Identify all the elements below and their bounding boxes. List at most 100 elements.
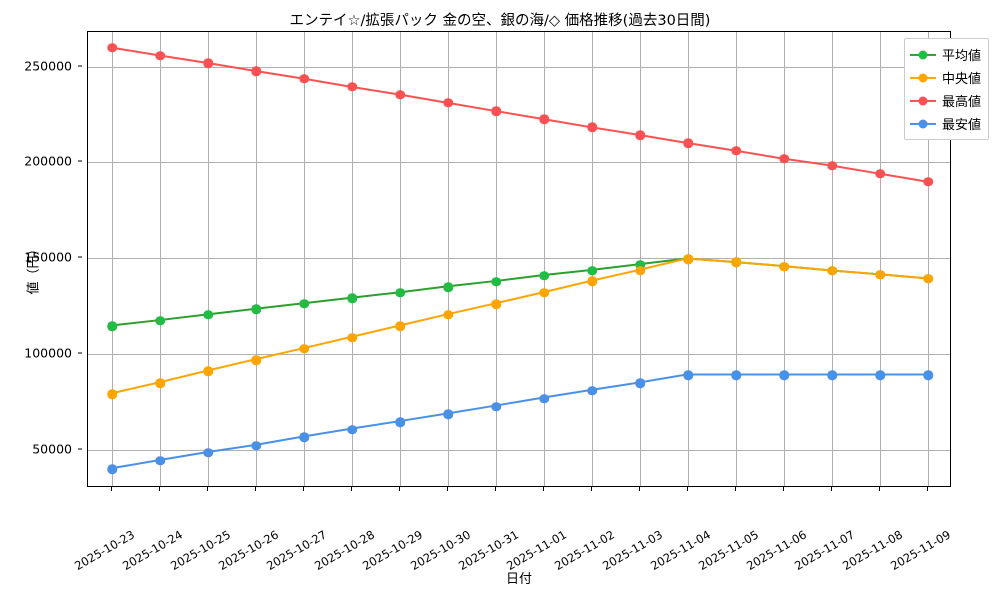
data-point-marker bbox=[635, 260, 645, 270]
data-point-marker bbox=[203, 310, 213, 320]
x-axis-tick-mark bbox=[639, 487, 640, 491]
series-line bbox=[110, 257, 928, 395]
data-point-marker bbox=[299, 299, 309, 309]
data-point-marker bbox=[731, 257, 741, 268]
data-point-marker bbox=[395, 89, 405, 100]
data-point-marker bbox=[443, 409, 453, 420]
series-line bbox=[110, 46, 928, 183]
y-axis-title: 値（円） bbox=[26, 242, 42, 295]
gridline-vertical bbox=[496, 32, 497, 486]
x-axis-tick-mark bbox=[255, 487, 256, 491]
data-point-marker bbox=[875, 169, 885, 179]
data-point-marker bbox=[203, 366, 213, 377]
data-point-marker bbox=[827, 160, 837, 171]
y-axis-tick-labels: 50000 100000 150000 200000 250000 bbox=[0, 31, 82, 487]
data-point-marker bbox=[107, 464, 117, 474]
data-point-marker bbox=[155, 456, 165, 466]
chart-title: エンテイ☆/拡張パック 金の空、銀の海/◇ 価格推移(過去30日間) bbox=[289, 13, 711, 29]
legend-label: 中央値 bbox=[941, 72, 981, 87]
legend-item[interactable]: 中央値 bbox=[909, 66, 981, 89]
y-axis-tick-mark bbox=[78, 352, 82, 354]
gridline-horizontal bbox=[88, 162, 950, 164]
legend-label: 最高値 bbox=[941, 95, 981, 110]
gridline-vertical bbox=[832, 32, 833, 486]
data-point-marker bbox=[443, 282, 453, 292]
y-axis-tick-label: 200000 bbox=[24, 153, 72, 169]
y-axis-tick-mark bbox=[78, 448, 82, 450]
legend-marker-dot bbox=[918, 96, 928, 105]
data-point-marker bbox=[635, 265, 645, 276]
legend-label: 平均値 bbox=[941, 49, 981, 64]
data-point-marker bbox=[587, 122, 597, 133]
chart-legend: 平均値中央値最高値最安値 bbox=[903, 38, 989, 140]
gridline-vertical bbox=[928, 32, 929, 486]
data-point-marker bbox=[107, 321, 117, 331]
legend-item[interactable]: 最安値 bbox=[909, 112, 981, 135]
data-point-marker bbox=[539, 114, 549, 124]
gridline-vertical bbox=[304, 32, 305, 486]
y-axis-tick-label: 150000 bbox=[24, 249, 72, 265]
x-axis-tick-mark bbox=[447, 487, 448, 491]
x-axis-tick-mark bbox=[543, 487, 544, 491]
gridline-vertical bbox=[880, 32, 881, 486]
series-line bbox=[110, 373, 928, 470]
data-point-marker bbox=[587, 265, 597, 276]
y-axis-tick-label: 250000 bbox=[24, 58, 72, 73]
x-axis-tick-mark bbox=[687, 487, 688, 491]
x-axis-tick-mark bbox=[351, 487, 352, 491]
data-point-marker bbox=[683, 370, 693, 381]
data-point-marker bbox=[251, 66, 261, 76]
gridline-vertical bbox=[640, 32, 641, 486]
data-point-marker bbox=[539, 393, 549, 404]
legend-item[interactable]: 平均値 bbox=[909, 43, 981, 66]
data-point-marker bbox=[827, 370, 837, 381]
x-axis-tick-mark bbox=[207, 487, 208, 491]
grid-lines bbox=[88, 32, 950, 486]
data-point-marker bbox=[443, 98, 453, 108]
x-axis-tick-mark bbox=[303, 487, 304, 491]
gridline-vertical bbox=[208, 32, 209, 486]
x-axis-title: 日付 bbox=[505, 572, 532, 587]
x-axis-tick-mark bbox=[399, 487, 400, 491]
x-axis-tick-mark bbox=[495, 487, 496, 491]
data-point-marker bbox=[683, 138, 693, 148]
x-axis-tick-mark bbox=[735, 487, 736, 491]
data-point-marker bbox=[491, 401, 501, 412]
gridline-vertical bbox=[256, 32, 257, 486]
legend-marker-dot bbox=[918, 119, 928, 128]
y-axis-tick-mark bbox=[78, 256, 82, 258]
x-axis-tick-mark bbox=[783, 487, 784, 491]
data-point-marker bbox=[251, 441, 261, 451]
data-point-marker bbox=[203, 58, 213, 68]
legend-swatch bbox=[909, 95, 936, 107]
gridline-vertical bbox=[448, 32, 449, 486]
data-point-marker bbox=[395, 321, 405, 332]
series-lines bbox=[110, 46, 928, 470]
data-point-marker bbox=[299, 74, 309, 84]
x-axis-tick-mark bbox=[831, 487, 832, 491]
data-point-marker bbox=[779, 261, 789, 272]
data-point-marker bbox=[155, 378, 165, 388]
gridline-horizontal bbox=[88, 66, 950, 68]
data-point-marker bbox=[299, 344, 309, 354]
data-point-marker bbox=[875, 370, 885, 381]
data-point-marker bbox=[347, 424, 357, 435]
gridline-vertical bbox=[112, 32, 113, 486]
gridline-vertical bbox=[592, 32, 593, 486]
legend-item[interactable]: 最高値 bbox=[909, 89, 981, 112]
data-point-marker bbox=[491, 299, 501, 309]
x-axis-tick-labels: 2025-10-23 2025-10-24 2025-10-25 2025-10-26… bbox=[72, 487, 953, 573]
legend-swatch bbox=[909, 118, 936, 130]
data-point-marker bbox=[395, 417, 405, 427]
data-point-marker bbox=[347, 293, 357, 304]
data-point-marker bbox=[347, 332, 357, 343]
data-point-marker bbox=[107, 389, 117, 399]
data-point-marker bbox=[251, 355, 261, 365]
data-point-marker bbox=[395, 288, 405, 298]
data-point-marker bbox=[443, 310, 453, 320]
x-axis-tick-mark bbox=[927, 487, 928, 491]
gridline-vertical bbox=[784, 32, 785, 486]
data-point-marker bbox=[779, 154, 789, 164]
x-axis-tick-mark bbox=[111, 487, 112, 491]
